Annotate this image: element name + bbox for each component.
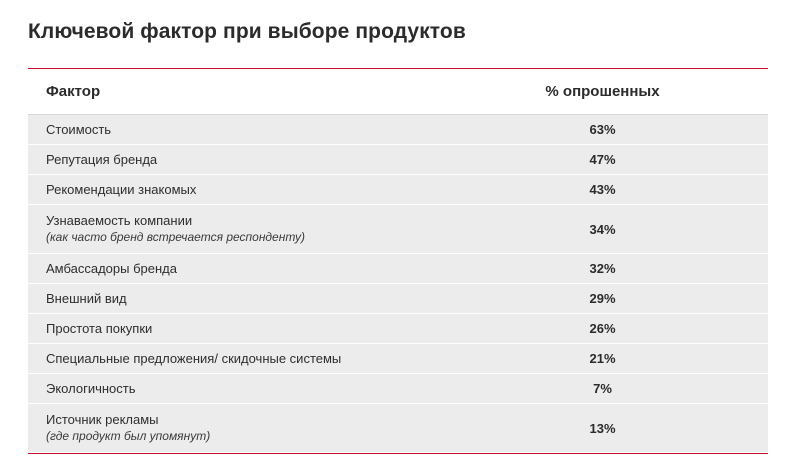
row-label: Репутация бренда [46,152,158,167]
row-label: Источник рекламы [46,412,159,427]
factors-table: Фактор % опрошенных Стоимость 63% Репута… [28,68,768,454]
table-row: Репутация бренда 47% [28,145,768,175]
table-row: Простота покупки 26% [28,314,768,344]
row-label: Узнаваемость компании [46,213,193,228]
row-sublabel: (где продукт был упомянут) [46,429,211,443]
row-label: Экологичность [46,381,136,396]
row-value: 47% [589,152,616,167]
row-value: 32% [589,261,616,276]
table-row: Стоимость 63% [28,115,768,145]
row-value: 34% [589,221,616,237]
table-row: Узнаваемость компании (как часто бренд в… [28,205,768,254]
row-value: 26% [589,321,616,336]
table-row: Источник рекламы (где продукт был упомян… [28,404,768,453]
row-value: 43% [589,182,616,197]
row-sublabel: (как часто бренд встречается респонденту… [46,230,306,244]
header-percent: % опрошенных [545,83,660,100]
row-label: Специальные предложения/ скидочные систе… [46,351,342,366]
row-label: Амбассадоры бренда [46,261,177,276]
table-header-row: Фактор % опрошенных [28,69,768,115]
row-value: 21% [589,351,616,366]
table-row: Внешний вид 29% [28,284,768,314]
row-label: Простота покупки [46,321,153,336]
row-value: 13% [589,420,616,436]
row-label: Стоимость [46,122,112,137]
page-title: Ключевой фактор при выборе продуктов [28,20,466,43]
table-row: Экологичность 7% [28,374,768,404]
row-label: Рекомендации знакомых [46,182,197,197]
row-value: 29% [589,291,616,306]
header-factor: Фактор [46,83,101,100]
row-value: 63% [589,122,616,137]
table-row: Специальные предложения/ скидочные систе… [28,344,768,374]
table-row: Амбассадоры бренда 32% [28,254,768,284]
row-label: Внешний вид [46,291,127,306]
row-value: 7% [593,381,612,396]
table-row: Рекомендации знакомых 43% [28,175,768,205]
